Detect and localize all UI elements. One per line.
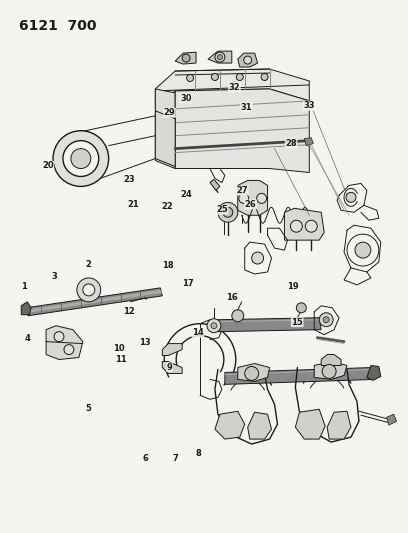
- Text: 17: 17: [182, 279, 194, 288]
- Polygon shape: [304, 138, 313, 146]
- Polygon shape: [284, 208, 324, 240]
- Polygon shape: [162, 344, 182, 356]
- Text: 18: 18: [162, 261, 173, 270]
- Circle shape: [207, 319, 221, 333]
- Polygon shape: [387, 414, 397, 425]
- Polygon shape: [175, 52, 196, 64]
- Circle shape: [83, 284, 95, 296]
- Circle shape: [64, 345, 74, 354]
- Circle shape: [77, 278, 101, 302]
- Text: 25: 25: [216, 205, 228, 214]
- Circle shape: [215, 52, 225, 62]
- Circle shape: [71, 149, 91, 168]
- Text: 32: 32: [228, 83, 240, 92]
- Circle shape: [54, 332, 64, 342]
- Circle shape: [182, 54, 190, 62]
- Circle shape: [319, 313, 333, 327]
- Circle shape: [261, 74, 268, 80]
- Polygon shape: [215, 411, 245, 439]
- Polygon shape: [21, 302, 31, 315]
- Text: 8: 8: [195, 449, 201, 458]
- Text: 6121  700: 6121 700: [19, 19, 97, 33]
- Text: 16: 16: [226, 293, 238, 302]
- Text: 30: 30: [180, 94, 191, 103]
- Circle shape: [305, 220, 317, 232]
- Polygon shape: [210, 180, 220, 190]
- Text: 10: 10: [113, 344, 125, 353]
- Text: 1: 1: [21, 282, 27, 291]
- Circle shape: [211, 74, 218, 80]
- Text: 23: 23: [123, 175, 135, 184]
- Text: 33: 33: [304, 101, 315, 110]
- Circle shape: [63, 141, 99, 176]
- Polygon shape: [155, 69, 309, 109]
- Circle shape: [232, 310, 244, 322]
- Circle shape: [347, 234, 379, 266]
- Text: 15: 15: [291, 318, 303, 327]
- Polygon shape: [295, 409, 325, 439]
- Text: 20: 20: [42, 161, 54, 170]
- Text: 9: 9: [167, 363, 173, 372]
- Text: 27: 27: [237, 186, 248, 195]
- Polygon shape: [26, 290, 162, 313]
- Polygon shape: [218, 318, 321, 332]
- Text: 31: 31: [241, 103, 253, 112]
- Circle shape: [218, 203, 238, 222]
- Circle shape: [257, 193, 266, 203]
- Text: 5: 5: [86, 404, 91, 413]
- Circle shape: [244, 56, 252, 64]
- Text: 26: 26: [245, 200, 257, 209]
- Polygon shape: [46, 326, 83, 360]
- Circle shape: [323, 317, 329, 322]
- Circle shape: [217, 54, 222, 60]
- Text: 19: 19: [287, 282, 299, 291]
- Text: 4: 4: [25, 334, 31, 343]
- Circle shape: [296, 303, 306, 313]
- Text: 11: 11: [115, 355, 127, 364]
- Text: 2: 2: [86, 261, 91, 269]
- Circle shape: [252, 252, 264, 264]
- Text: 3: 3: [51, 271, 57, 280]
- Circle shape: [355, 242, 371, 258]
- Polygon shape: [314, 361, 347, 379]
- Circle shape: [290, 220, 302, 232]
- Circle shape: [322, 365, 336, 378]
- Text: 12: 12: [123, 307, 135, 316]
- Polygon shape: [248, 412, 272, 439]
- Circle shape: [186, 75, 193, 82]
- Polygon shape: [155, 89, 175, 168]
- Text: 22: 22: [162, 202, 173, 211]
- Polygon shape: [321, 354, 341, 366]
- Circle shape: [223, 207, 233, 217]
- Circle shape: [346, 192, 356, 203]
- Polygon shape: [238, 181, 268, 215]
- Polygon shape: [175, 89, 309, 173]
- Text: 21: 21: [127, 200, 139, 209]
- Polygon shape: [367, 366, 381, 381]
- Circle shape: [239, 193, 249, 203]
- Polygon shape: [327, 411, 351, 439]
- Polygon shape: [208, 51, 232, 63]
- Polygon shape: [225, 367, 375, 384]
- Text: 13: 13: [140, 338, 151, 347]
- Text: 28: 28: [285, 139, 297, 148]
- Text: 29: 29: [164, 108, 175, 117]
- Circle shape: [53, 131, 109, 187]
- Circle shape: [245, 367, 259, 381]
- Polygon shape: [26, 288, 162, 316]
- Circle shape: [211, 322, 217, 329]
- Polygon shape: [162, 361, 182, 374]
- Polygon shape: [238, 53, 257, 67]
- Circle shape: [236, 74, 243, 80]
- Polygon shape: [155, 111, 175, 166]
- Text: 24: 24: [180, 190, 192, 199]
- Polygon shape: [238, 364, 270, 382]
- Text: 14: 14: [192, 328, 204, 337]
- Text: 7: 7: [173, 454, 179, 463]
- Text: 6: 6: [142, 454, 148, 463]
